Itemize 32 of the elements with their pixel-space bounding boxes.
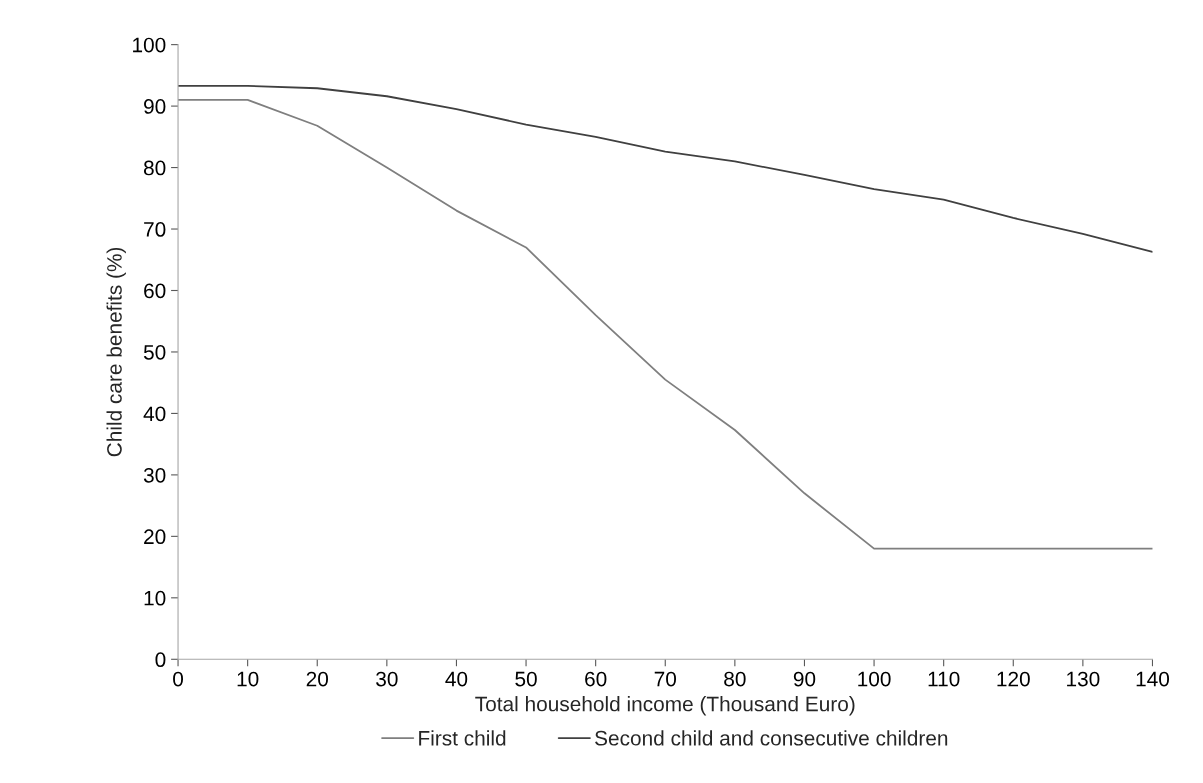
- y-tick-label: 20: [144, 529, 166, 545]
- x-tick-label: 140: [1136, 671, 1170, 687]
- x-axis-title: Total household income (Thousand Euro): [475, 696, 855, 716]
- x-tick-label: 110: [928, 671, 960, 687]
- x-tick-label: 0: [173, 671, 184, 687]
- x-tick-label: 130: [1067, 671, 1100, 687]
- y-tick-label: 100: [133, 37, 166, 53]
- x-tick-label: 60: [585, 671, 607, 687]
- y-tick-label: 50: [143, 344, 166, 360]
- line-series: [178, 99, 1153, 550]
- legend-label: First child: [419, 730, 506, 746]
- x-tick-label: 20: [306, 671, 329, 687]
- x-tick-label: 70: [654, 671, 677, 687]
- x-tick-label: 80: [724, 671, 746, 687]
- y-tick-label: 90: [144, 99, 166, 114]
- line-series: [178, 84, 1153, 253]
- y-tick-label: 60: [144, 283, 166, 299]
- x-tick-label: 50: [515, 671, 537, 687]
- y-axis-title: Child care benefits (%): [106, 247, 126, 457]
- x-tick-label: 90: [793, 671, 816, 687]
- y-tick-label: 0: [155, 652, 166, 668]
- x-tick-label: 120: [997, 671, 1030, 687]
- x-tick-label: 100: [858, 671, 891, 687]
- y-tick-label: 40: [143, 406, 166, 422]
- legend-label: Second child and consecutive children: [595, 730, 948, 746]
- y-tick-label: 70: [144, 222, 166, 237]
- y-tick-label: 80: [143, 160, 166, 176]
- x-tick-label: 40: [445, 671, 468, 687]
- y-tick-label: 30: [143, 467, 166, 483]
- y-tick-label: 10: [144, 590, 166, 606]
- x-tick-label: 30: [376, 671, 398, 687]
- x-tick-label: 10: [237, 671, 259, 687]
